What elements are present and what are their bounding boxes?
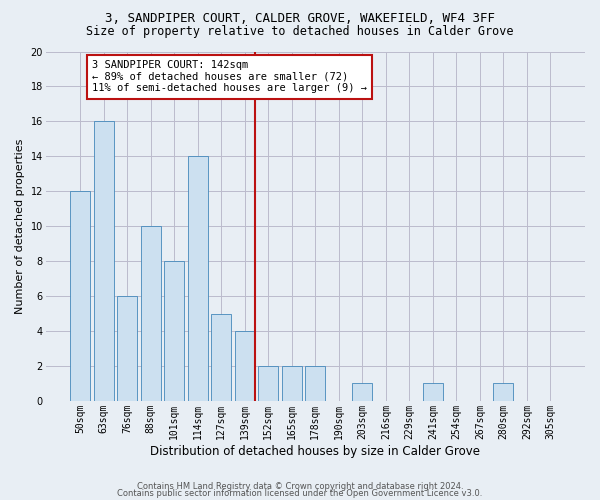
Bar (423, 384, 443, 401)
Y-axis label: Number of detached properties: Number of detached properties (15, 138, 25, 314)
Bar (211, 314, 231, 401)
Text: Contains HM Land Registry data © Crown copyright and database right 2024.: Contains HM Land Registry data © Crown c… (137, 482, 463, 491)
Bar (352, 384, 373, 401)
Bar (493, 384, 514, 401)
Bar (188, 156, 208, 401)
X-axis label: Distribution of detached houses by size in Calder Grove: Distribution of detached houses by size … (151, 444, 481, 458)
Text: Contains public sector information licensed under the Open Government Licence v3: Contains public sector information licen… (118, 490, 482, 498)
Bar (164, 261, 184, 401)
Text: 3, SANDPIPER COURT, CALDER GROVE, WAKEFIELD, WF4 3FF: 3, SANDPIPER COURT, CALDER GROVE, WAKEFI… (105, 12, 495, 26)
Bar (282, 366, 302, 401)
Bar (117, 296, 137, 401)
Bar (70, 192, 90, 401)
Bar (305, 366, 325, 401)
Bar (94, 122, 114, 401)
Text: Size of property relative to detached houses in Calder Grove: Size of property relative to detached ho… (86, 25, 514, 38)
Bar (235, 331, 255, 401)
Bar (259, 366, 278, 401)
Bar (141, 226, 161, 401)
Text: 3 SANDPIPER COURT: 142sqm
← 89% of detached houses are smaller (72)
11% of semi-: 3 SANDPIPER COURT: 142sqm ← 89% of detac… (92, 60, 367, 94)
